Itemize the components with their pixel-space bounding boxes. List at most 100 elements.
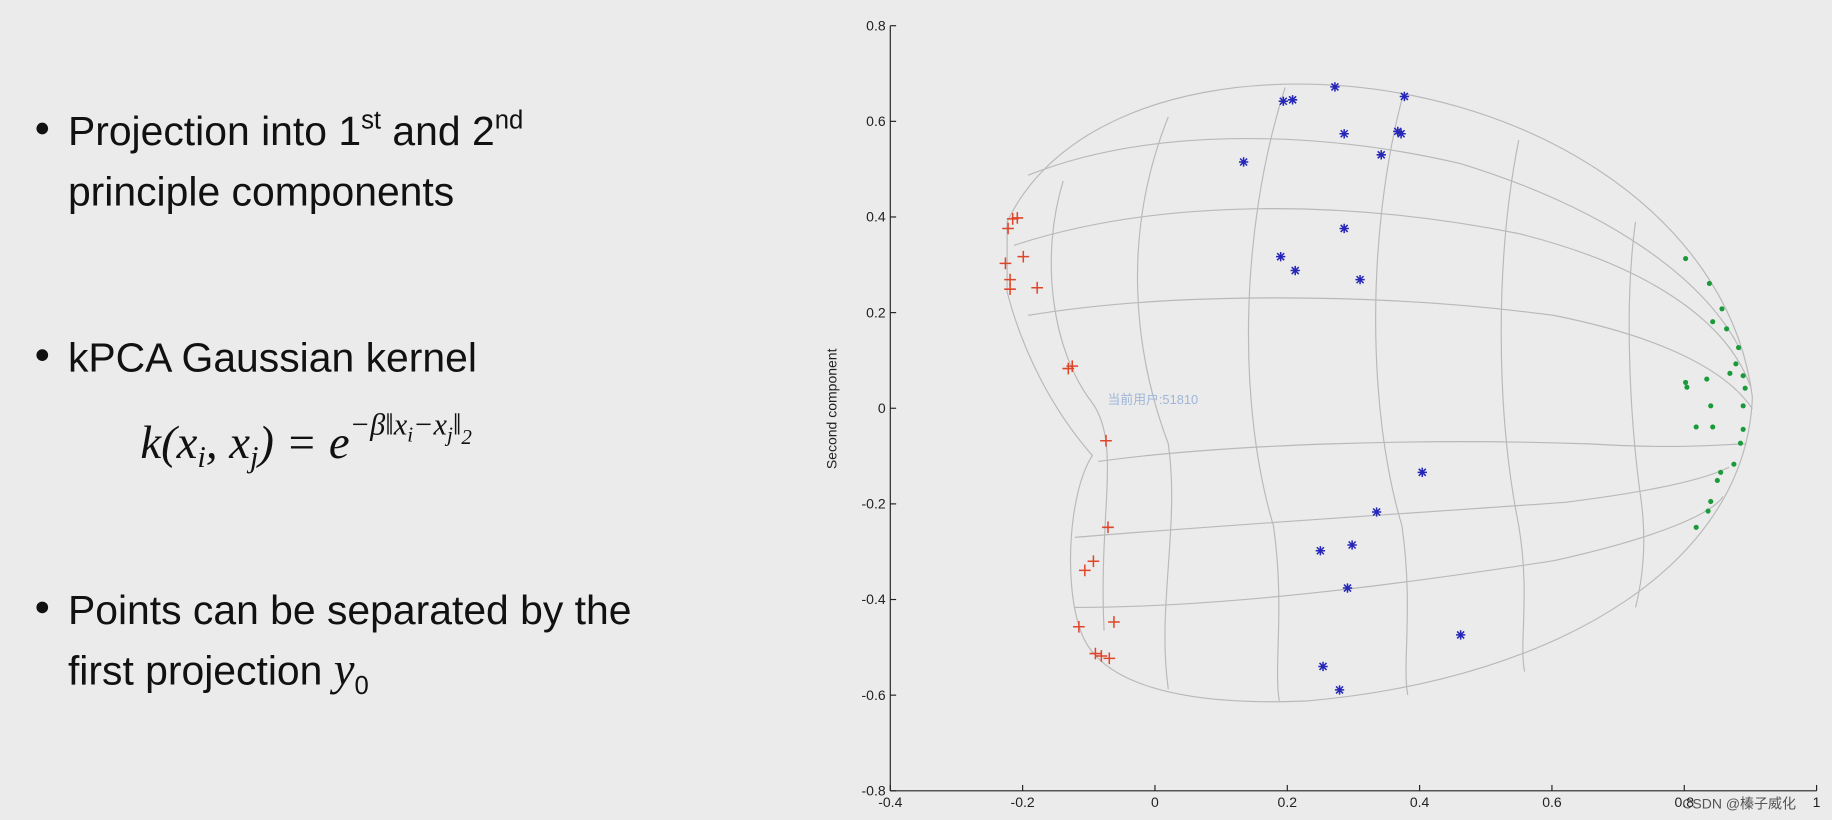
- bullet-text: Projection into 1st and 2nd: [68, 106, 523, 153]
- y-tick-label: -0.8: [862, 782, 886, 798]
- y-tick-label: -0.2: [862, 496, 886, 512]
- point: [1318, 661, 1328, 672]
- point: [1740, 373, 1746, 379]
- point: [1073, 620, 1085, 633]
- point: [1737, 440, 1744, 446]
- bullet-text: kPCA Gaussian kernel: [68, 334, 477, 380]
- point: [1278, 96, 1288, 106]
- point: [1742, 385, 1748, 391]
- point: [1706, 280, 1712, 287]
- point: [1693, 424, 1699, 430]
- x-tick-label: 0: [1151, 794, 1159, 810]
- bullet-dot: [36, 122, 49, 135]
- sup: ‖: [453, 408, 462, 442]
- point: [1108, 616, 1120, 628]
- x-tick-label: 0.2: [1278, 794, 1298, 810]
- point: [1740, 426, 1746, 432]
- x-tick-label: 1: [1813, 794, 1821, 810]
- t: e: [329, 417, 350, 469]
- point: [1102, 521, 1114, 534]
- bullet-dot: [36, 601, 49, 614]
- sup: st: [361, 106, 381, 134]
- point: [1708, 403, 1714, 409]
- sub: i: [197, 440, 205, 474]
- mesh-line: [1247, 87, 1286, 701]
- point: [1004, 283, 1016, 296]
- surface-mesh: [1006, 83, 1753, 703]
- point: [1693, 524, 1699, 530]
- y-tick-label: 0.8: [866, 17, 886, 33]
- y-tick-label: 0.4: [866, 209, 886, 225]
- mesh-line: [1013, 208, 1751, 386]
- point: [1275, 251, 1286, 262]
- watermark: 当前用户:51810: [1108, 392, 1199, 407]
- point: [1740, 403, 1746, 409]
- point: [1339, 223, 1349, 234]
- t: x: [228, 417, 250, 469]
- point: [1455, 630, 1466, 640]
- point: [1417, 467, 1427, 477]
- point: [1718, 469, 1724, 475]
- mesh-line: [1375, 99, 1409, 696]
- y-axis-label: Second component: [824, 348, 840, 469]
- point: [1006, 213, 1019, 225]
- sub: 2: [461, 425, 472, 449]
- bullet-text: Points can be separated by the: [68, 587, 632, 633]
- point: [1287, 95, 1298, 105]
- point: [1704, 376, 1710, 382]
- point: [1727, 370, 1733, 376]
- t: y: [330, 644, 355, 696]
- point: [1315, 546, 1326, 556]
- sub: 0: [355, 672, 369, 700]
- y-tick-label: -0.4: [862, 591, 886, 607]
- y-tick-label: -0.6: [862, 687, 886, 703]
- point: [1710, 424, 1716, 430]
- mesh-line: [1098, 441, 1747, 462]
- mesh-line: [1628, 221, 1645, 608]
- point: [1238, 157, 1249, 167]
- mesh-line: [1136, 116, 1173, 690]
- point: [1100, 434, 1112, 447]
- x-tick-label: -0.2: [1011, 794, 1035, 810]
- t: ,: [206, 417, 229, 469]
- point: [1683, 379, 1689, 385]
- point: [1066, 360, 1079, 373]
- mesh-line: [1074, 496, 1724, 608]
- point: [1330, 82, 1340, 92]
- point: [1089, 647, 1102, 660]
- point: [1339, 129, 1349, 139]
- x-tick-label: 0.6: [1542, 794, 1562, 810]
- formula: k(xi, xj) = e−β‖xi−xj‖2: [140, 408, 472, 475]
- point: [1002, 222, 1014, 235]
- point: [1095, 650, 1108, 662]
- point: [1078, 564, 1091, 577]
- mesh-line: [1074, 466, 1730, 538]
- t: ) =: [255, 417, 328, 469]
- x-tick-label: -0.4: [878, 794, 902, 810]
- point: [1399, 91, 1410, 102]
- sup: −x: [413, 408, 447, 442]
- mesh-line: [1050, 180, 1108, 631]
- sub: i: [407, 423, 413, 447]
- sub: j: [246, 440, 258, 474]
- t: k(: [140, 417, 179, 469]
- y-tick-label: 0.2: [866, 304, 886, 320]
- x-tick-label: 0.8: [1675, 794, 1695, 810]
- mesh-line: [1006, 83, 1753, 703]
- bullet-text: principle components: [68, 169, 454, 215]
- t: x: [176, 417, 198, 469]
- point: [1347, 540, 1357, 550]
- point: [1731, 461, 1737, 467]
- point: [1710, 319, 1716, 325]
- y-tick-label: 0.6: [866, 113, 886, 129]
- point: [1719, 306, 1725, 312]
- point: [1342, 583, 1353, 593]
- mesh-line: [1027, 137, 1742, 351]
- point: [1684, 384, 1690, 390]
- credit: CSDN @榛子威化: [1682, 795, 1796, 811]
- sup: nd: [495, 106, 524, 134]
- sub: j: [444, 423, 453, 447]
- mesh-line: [1500, 140, 1526, 672]
